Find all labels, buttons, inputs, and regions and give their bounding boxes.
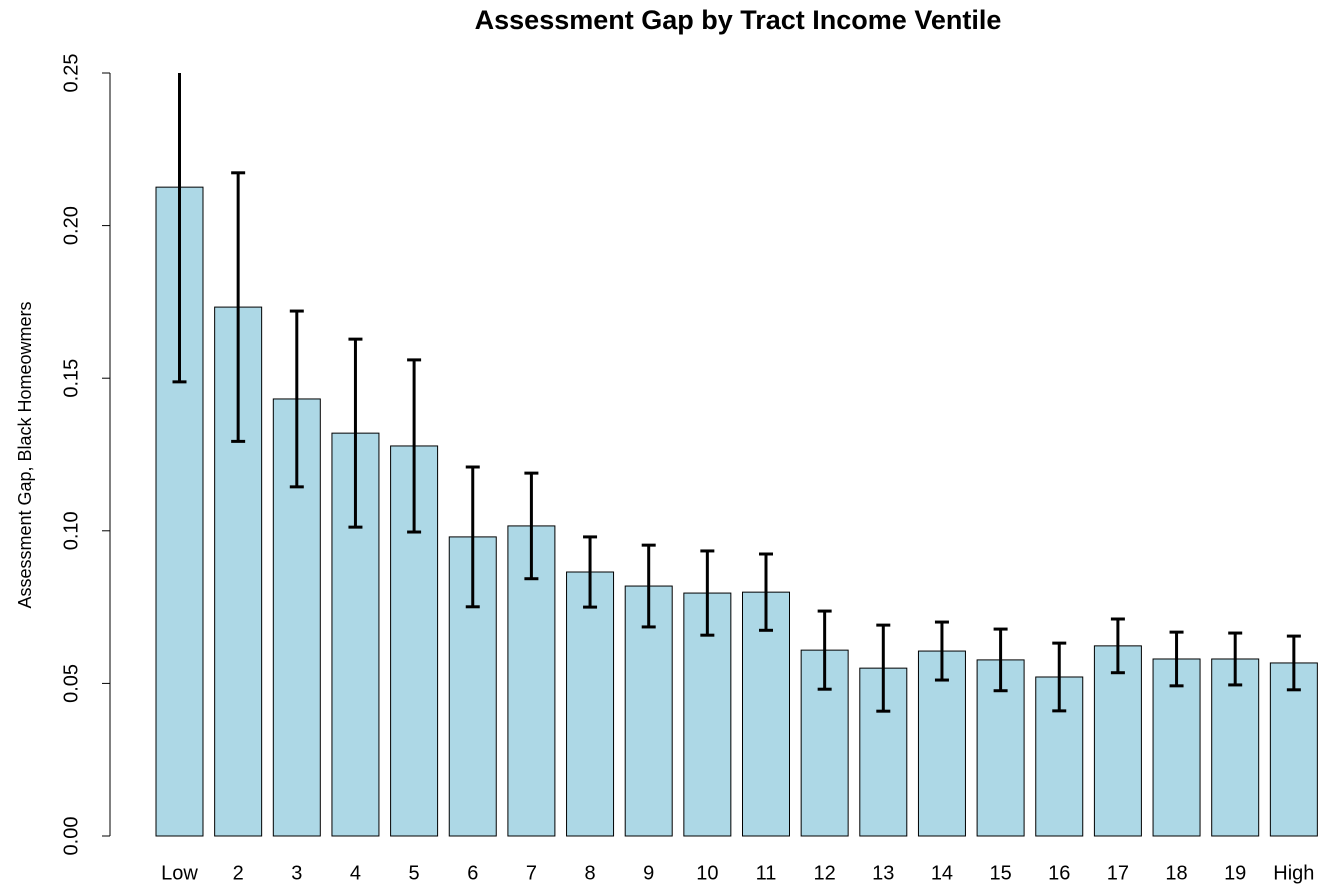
- y-tick-label: 0.00: [60, 817, 82, 856]
- error-bar: [876, 623, 891, 713]
- error-bar: [1286, 634, 1301, 692]
- error-bar: [1052, 641, 1067, 713]
- x-tick-label: 3: [291, 862, 302, 884]
- error-bar: [1228, 631, 1243, 687]
- x-tick-label: 9: [643, 862, 654, 884]
- x-tick-label: 7: [526, 862, 537, 884]
- x-tick-label: 15: [989, 862, 1011, 884]
- x-tick-label: 4: [350, 862, 361, 884]
- bar: [1269, 662, 1318, 837]
- x-tick-label: 11: [756, 862, 777, 884]
- x-tick-label: 16: [1048, 862, 1070, 884]
- y-tick-label: 0.20: [60, 206, 82, 245]
- y-tick-label: 0.05: [60, 664, 82, 703]
- x-tick-label: 8: [584, 862, 595, 884]
- error-bar: [289, 309, 304, 489]
- error-bar: [524, 471, 539, 581]
- error-bar: [641, 543, 656, 629]
- error-bar: [1110, 617, 1125, 675]
- bar: [1211, 658, 1260, 837]
- bar: [507, 525, 556, 837]
- x-tick-label: 10: [696, 862, 718, 884]
- bar: [1093, 645, 1142, 837]
- x-tick-label: 13: [872, 862, 894, 884]
- x-tick-label: 18: [1165, 862, 1187, 884]
- bar: [624, 585, 673, 837]
- x-tick-label: High: [1273, 862, 1314, 884]
- bar: [917, 650, 966, 837]
- x-tick-label: 19: [1224, 862, 1246, 884]
- error-bar: [583, 535, 598, 609]
- error-bar: [231, 171, 246, 443]
- bar: [1152, 658, 1201, 837]
- error-bar: [407, 358, 422, 534]
- error-bar: [817, 609, 832, 691]
- bar: [566, 571, 615, 837]
- error-bar: [759, 552, 773, 632]
- y-tick-label: 0.15: [60, 359, 82, 398]
- error-bar: [172, 73, 187, 384]
- error-bar: [348, 337, 363, 529]
- error-bar: [700, 549, 715, 637]
- error-bar: [993, 627, 1008, 693]
- x-tick-label: Low: [161, 862, 198, 884]
- y-axis-label: Assessment Gap, Black Homeowmers: [15, 301, 35, 608]
- y-tick-label: 0.10: [60, 511, 82, 550]
- bar: [742, 591, 790, 837]
- x-tick-label: 14: [931, 862, 953, 884]
- y-tick-label: 0.25: [60, 54, 82, 93]
- error-bar: [465, 465, 480, 609]
- error-bars: [172, 73, 1301, 713]
- error-bar: [1169, 630, 1184, 688]
- error-bar: [934, 620, 949, 682]
- x-tick-label: 6: [467, 862, 478, 884]
- x-tick-label: 2: [233, 862, 244, 884]
- x-tick-label: 12: [814, 862, 836, 884]
- x-tick-label: 5: [409, 862, 420, 884]
- chart-title: Assessment Gap by Tract Income Ventile: [475, 5, 1002, 35]
- x-tick-label: 17: [1107, 862, 1129, 884]
